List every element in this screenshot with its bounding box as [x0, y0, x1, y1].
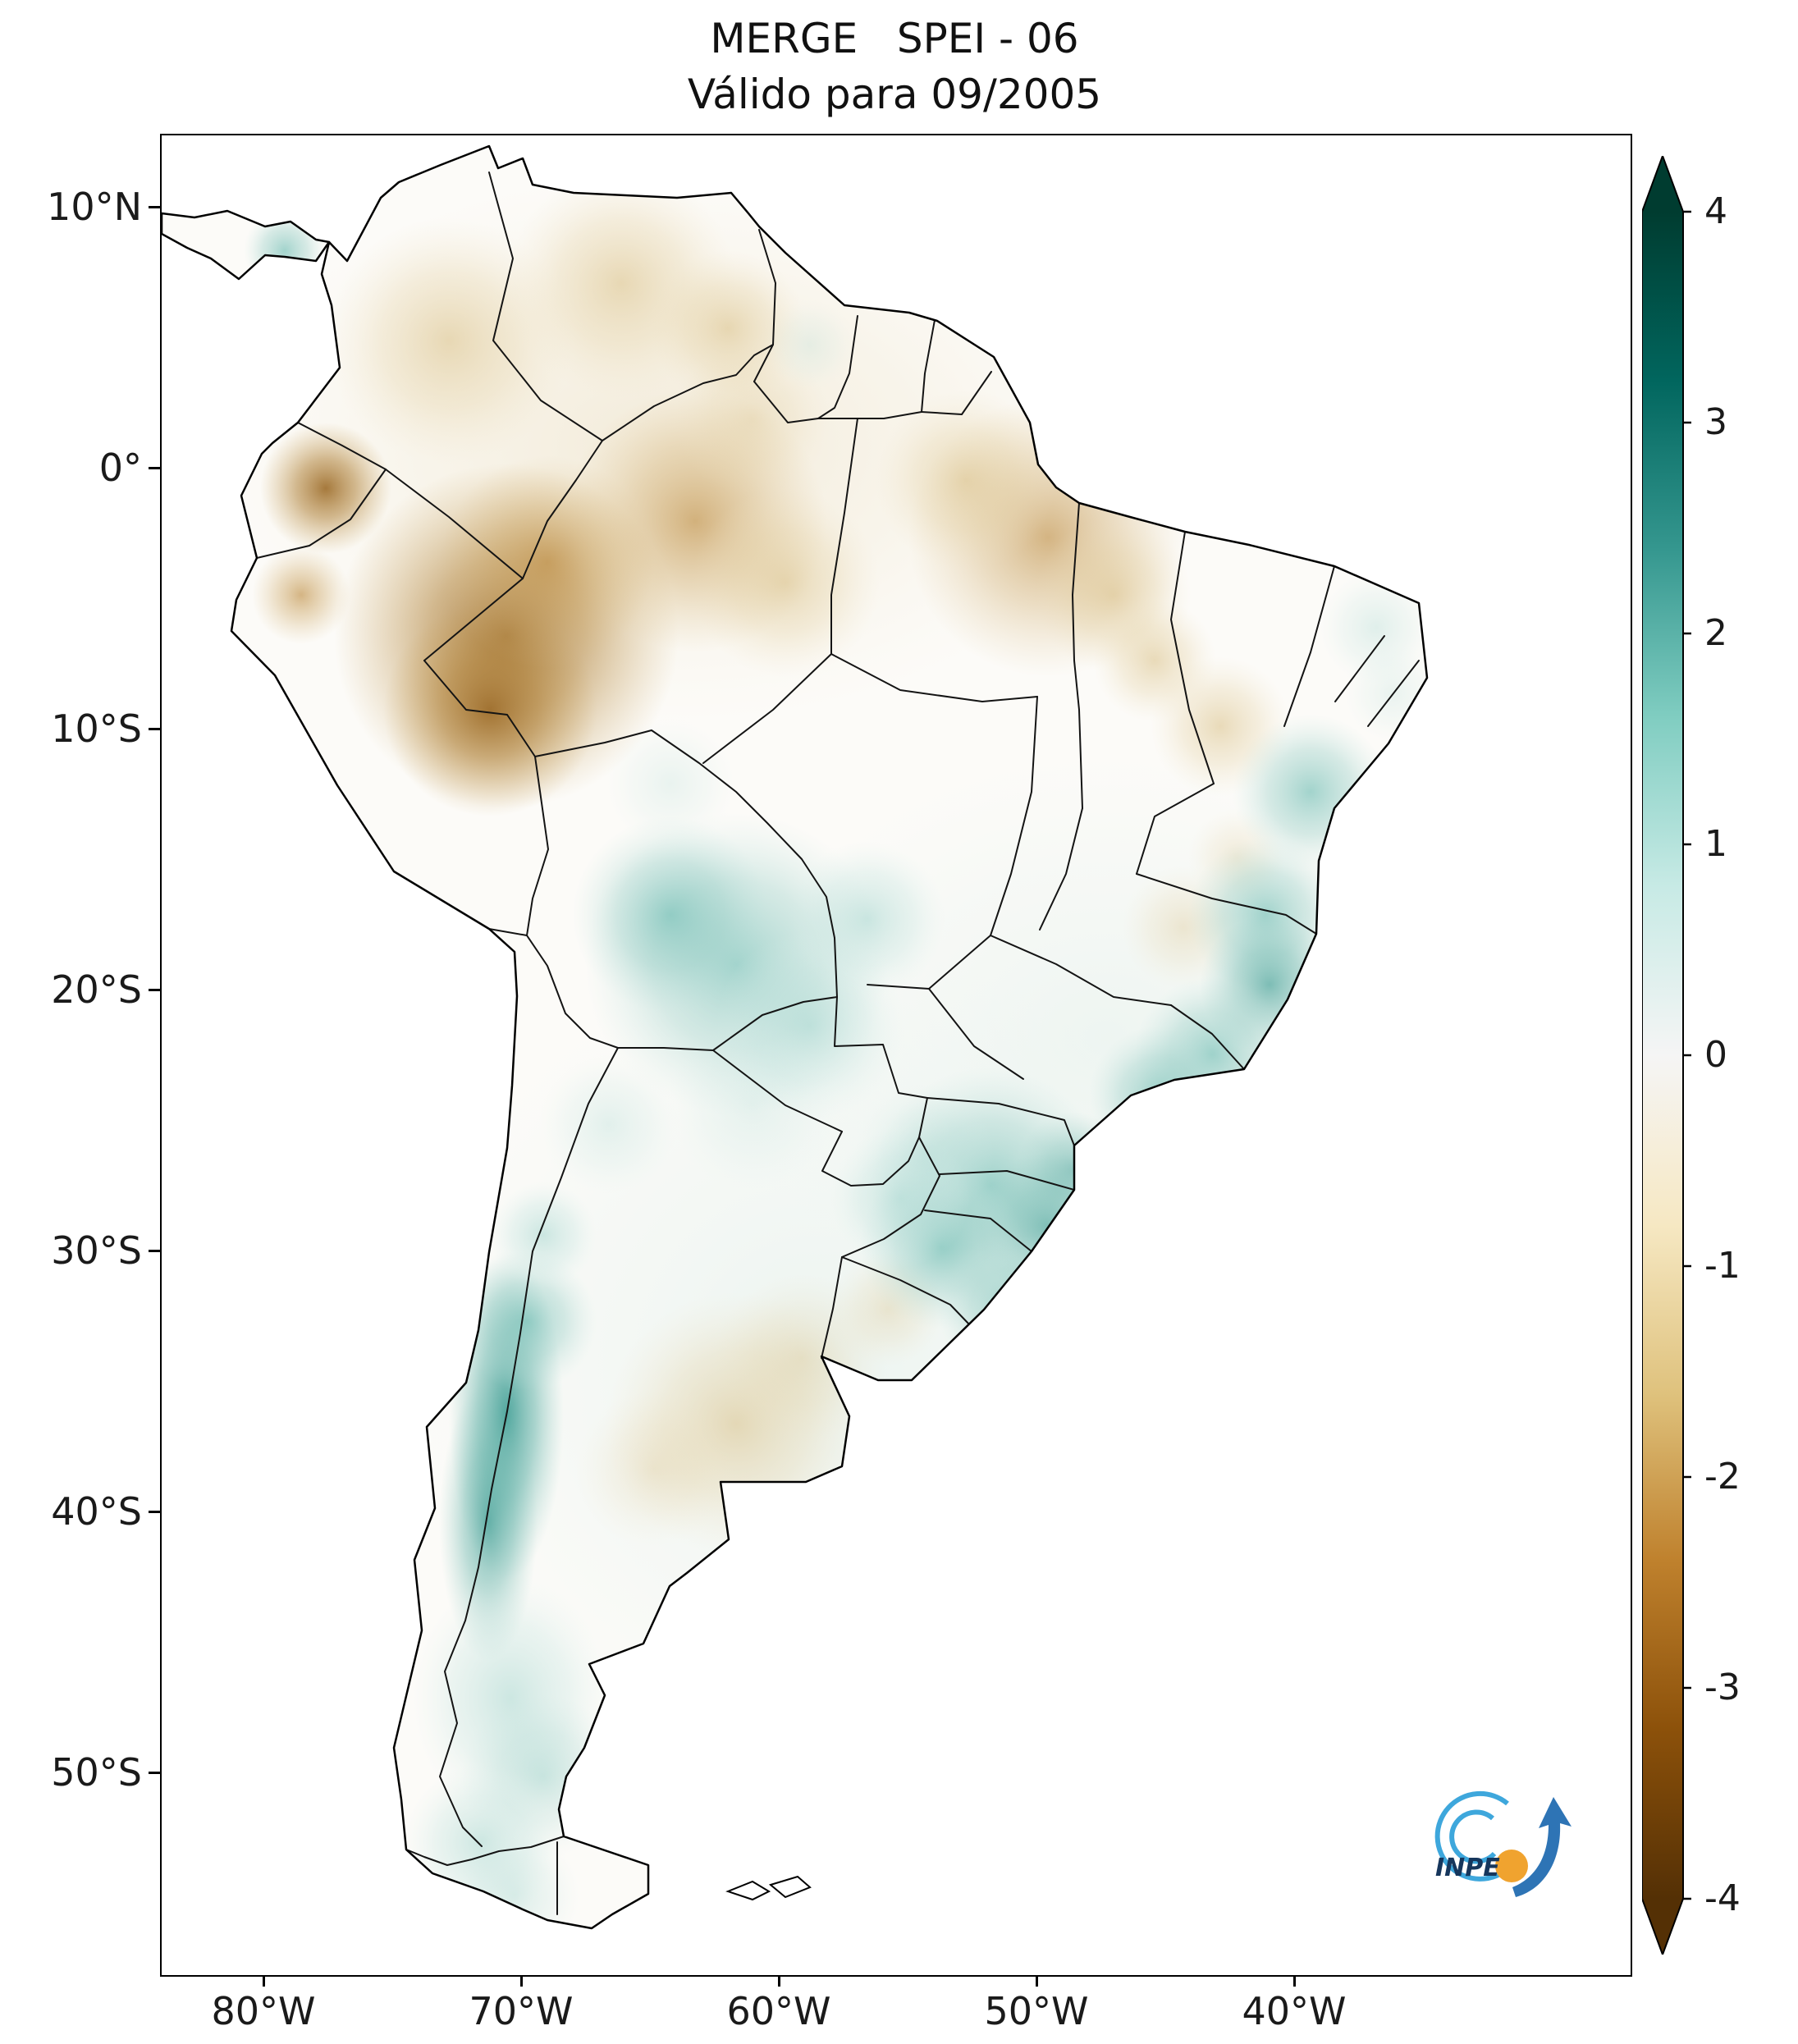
- islands: [725, 1875, 812, 1901]
- x-axis-label-80w: 80°W: [211, 1989, 316, 2033]
- x-tick: [520, 1975, 523, 1987]
- figure-subtitle: Válido para 09/2005: [687, 71, 1102, 118]
- colorbar-label-1: 1: [1704, 823, 1727, 865]
- y-tick: [149, 989, 160, 991]
- colorbar-gradient-bar: [1641, 153, 1684, 1957]
- colorbar-label-0: 0: [1704, 1034, 1727, 1076]
- x-axis-label-70w: 70°W: [469, 1989, 574, 2033]
- colorbar-tick-marks: [1683, 210, 1691, 1900]
- colorbar-label-m4: -4: [1704, 1877, 1741, 1919]
- logo-orange-ball-icon: [1495, 1850, 1528, 1882]
- colorbar-label-3: 3: [1704, 401, 1727, 443]
- y-axis-label-10s: 10°S: [51, 706, 142, 751]
- x-tick: [778, 1975, 780, 1987]
- colorbar-label-2: 2: [1704, 612, 1727, 654]
- y-tick: [149, 728, 160, 730]
- x-tick: [1036, 1975, 1038, 1987]
- coastline: [162, 144, 1429, 1930]
- y-tick: [149, 1511, 160, 1513]
- spei-shading: [211, 168, 1427, 1928]
- y-tick: [149, 1250, 160, 1252]
- x-tick: [1293, 1975, 1296, 1987]
- inpe-logo-canvas: INPE: [1434, 1790, 1572, 1897]
- logo-text: INPE: [1435, 1854, 1500, 1882]
- y-axis-label-10n: 10°N: [47, 185, 142, 229]
- colorbar-label-4: 4: [1704, 190, 1727, 232]
- colorbar: [1641, 153, 1693, 1957]
- y-tick: [149, 1772, 160, 1774]
- map-canvas: [162, 144, 1429, 1930]
- x-axis-label-60w: 60°W: [726, 1989, 831, 2033]
- colorbar-label-m2: -2: [1704, 1456, 1741, 1498]
- colorbar-label-m3: -3: [1704, 1667, 1741, 1708]
- map-plot-area: [160, 134, 1632, 1977]
- y-axis-label-20s: 20°S: [51, 967, 142, 1012]
- colorbar-label-m1: -1: [1704, 1245, 1741, 1287]
- logo-arrow-icon: [1512, 1797, 1572, 1897]
- y-tick: [149, 206, 160, 208]
- colorbar-canvas: [1641, 153, 1691, 1957]
- y-tick: [149, 467, 160, 469]
- x-axis-label-50w: 50°W: [984, 1989, 1089, 2033]
- political-borders: [256, 171, 1420, 1915]
- x-axis-label-40w: 40°W: [1242, 1989, 1347, 2033]
- x-tick: [263, 1975, 265, 1987]
- y-axis-label-50s: 50°S: [51, 1750, 142, 1795]
- y-axis-label-0: 0°: [98, 446, 142, 490]
- inpe-logo: INPE: [1407, 1772, 1580, 1916]
- y-axis-label-40s: 40°S: [51, 1489, 142, 1534]
- figure-title: MERGE SPEI - 06: [710, 15, 1079, 62]
- y-axis-label-30s: 30°S: [51, 1228, 142, 1273]
